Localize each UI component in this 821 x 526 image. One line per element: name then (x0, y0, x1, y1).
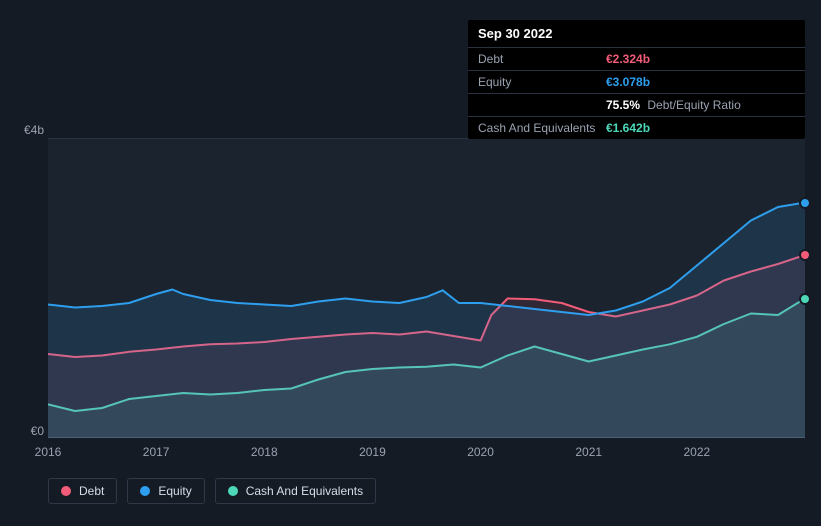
tooltip-label: Equity (478, 75, 606, 89)
chart-svg (48, 138, 805, 438)
chart-container: €4b €0 2016 2017 2018 2019 2020 2021 2022 Debt… (16, 120, 805, 510)
legend-item-cash[interactable]: Cash And Equivalents (215, 478, 376, 504)
plot-area[interactable] (48, 138, 805, 438)
x-axis-tick: 2021 (575, 445, 602, 459)
y-axis-tick-bottom: €0 (16, 424, 44, 438)
x-axis-tick: 2022 (683, 445, 710, 459)
x-axis-tick: 2017 (143, 445, 170, 459)
legend-swatch (228, 486, 238, 496)
series-end-dot (799, 293, 811, 305)
x-axis-tick: 2020 (467, 445, 494, 459)
series-end-dot (799, 249, 811, 261)
x-axis-tick: 2016 (35, 445, 62, 459)
x-axis: 2016201720182019202020212022 (48, 445, 805, 465)
tooltip-value: €3.078b (606, 75, 650, 89)
legend-label: Debt (79, 484, 104, 498)
legend-item-equity[interactable]: Equity (127, 478, 204, 504)
tooltip-date: Sep 30 2022 (468, 20, 805, 48)
tooltip-value: 75.5% (606, 98, 640, 112)
series-end-dot (799, 197, 811, 209)
x-axis-tick: 2018 (251, 445, 278, 459)
tooltip-row-cash: Cash And Equivalents €1.642b (468, 117, 805, 139)
legend-swatch (140, 486, 150, 496)
legend: Debt Equity Cash And Equivalents (48, 478, 376, 504)
y-axis-tick-top: €4b (16, 123, 44, 137)
tooltip-value: €1.642b (606, 121, 650, 135)
legend-label: Cash And Equivalents (246, 484, 363, 498)
tooltip-panel: Sep 30 2022 Debt €2.324b Equity €3.078b … (468, 20, 805, 139)
legend-swatch (61, 486, 71, 496)
tooltip-row-ratio: 75.5% Debt/Equity Ratio (468, 94, 805, 117)
tooltip-row-debt: Debt €2.324b (468, 48, 805, 71)
x-axis-tick: 2019 (359, 445, 386, 459)
tooltip-label: Cash And Equivalents (478, 121, 606, 135)
tooltip-label (478, 98, 606, 112)
tooltip-value: €2.324b (606, 52, 650, 66)
tooltip-row-equity: Equity €3.078b (468, 71, 805, 94)
tooltip-label: Debt (478, 52, 606, 66)
legend-label: Equity (158, 484, 191, 498)
legend-item-debt[interactable]: Debt (48, 478, 117, 504)
tooltip-suffix: Debt/Equity Ratio (647, 98, 740, 112)
